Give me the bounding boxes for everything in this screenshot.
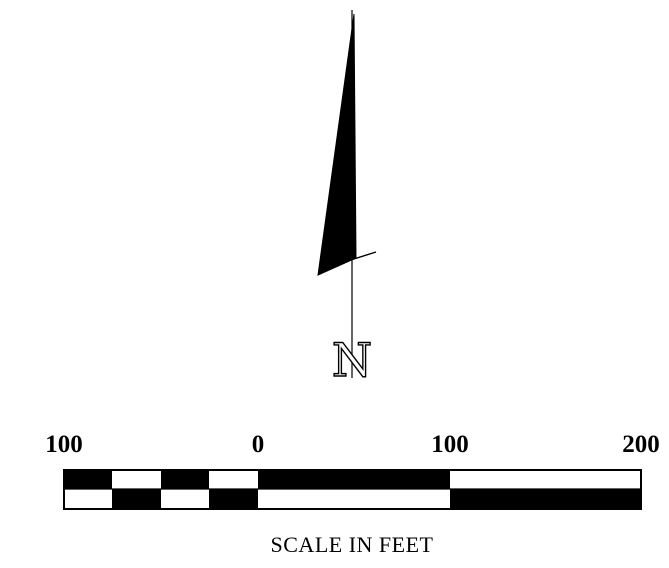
- north-arrow-blade-icon: [317, 13, 357, 276]
- scale-tick-labels: 100 0 100 200: [45, 431, 660, 458]
- scale-tick-label: 100: [45, 431, 83, 458]
- scale-segment: [209, 489, 258, 509]
- scale-caption: SCALE IN FEET: [271, 532, 434, 557]
- scale-segment: [112, 470, 161, 489]
- scale-segment: [161, 489, 209, 509]
- scale-segment: [258, 489, 450, 509]
- north-arrow-crossbar: [337, 251, 377, 265]
- scale-segment: [161, 470, 209, 489]
- scale-tick-label: 200: [622, 431, 660, 458]
- scale-segment: [64, 489, 112, 509]
- scale-bar: [63, 469, 642, 510]
- scale-segment: [450, 489, 641, 509]
- north-arrow: N: [317, 10, 377, 388]
- scale-segment: [209, 470, 258, 489]
- scale-segment: [450, 470, 641, 489]
- north-letter: N: [332, 333, 372, 387]
- scale-tick-label: 0: [252, 431, 265, 458]
- scale-segment: [258, 470, 450, 489]
- scale-segment: [112, 489, 161, 509]
- scale-tick-label: 100: [431, 431, 469, 458]
- scale-segment: [64, 470, 112, 489]
